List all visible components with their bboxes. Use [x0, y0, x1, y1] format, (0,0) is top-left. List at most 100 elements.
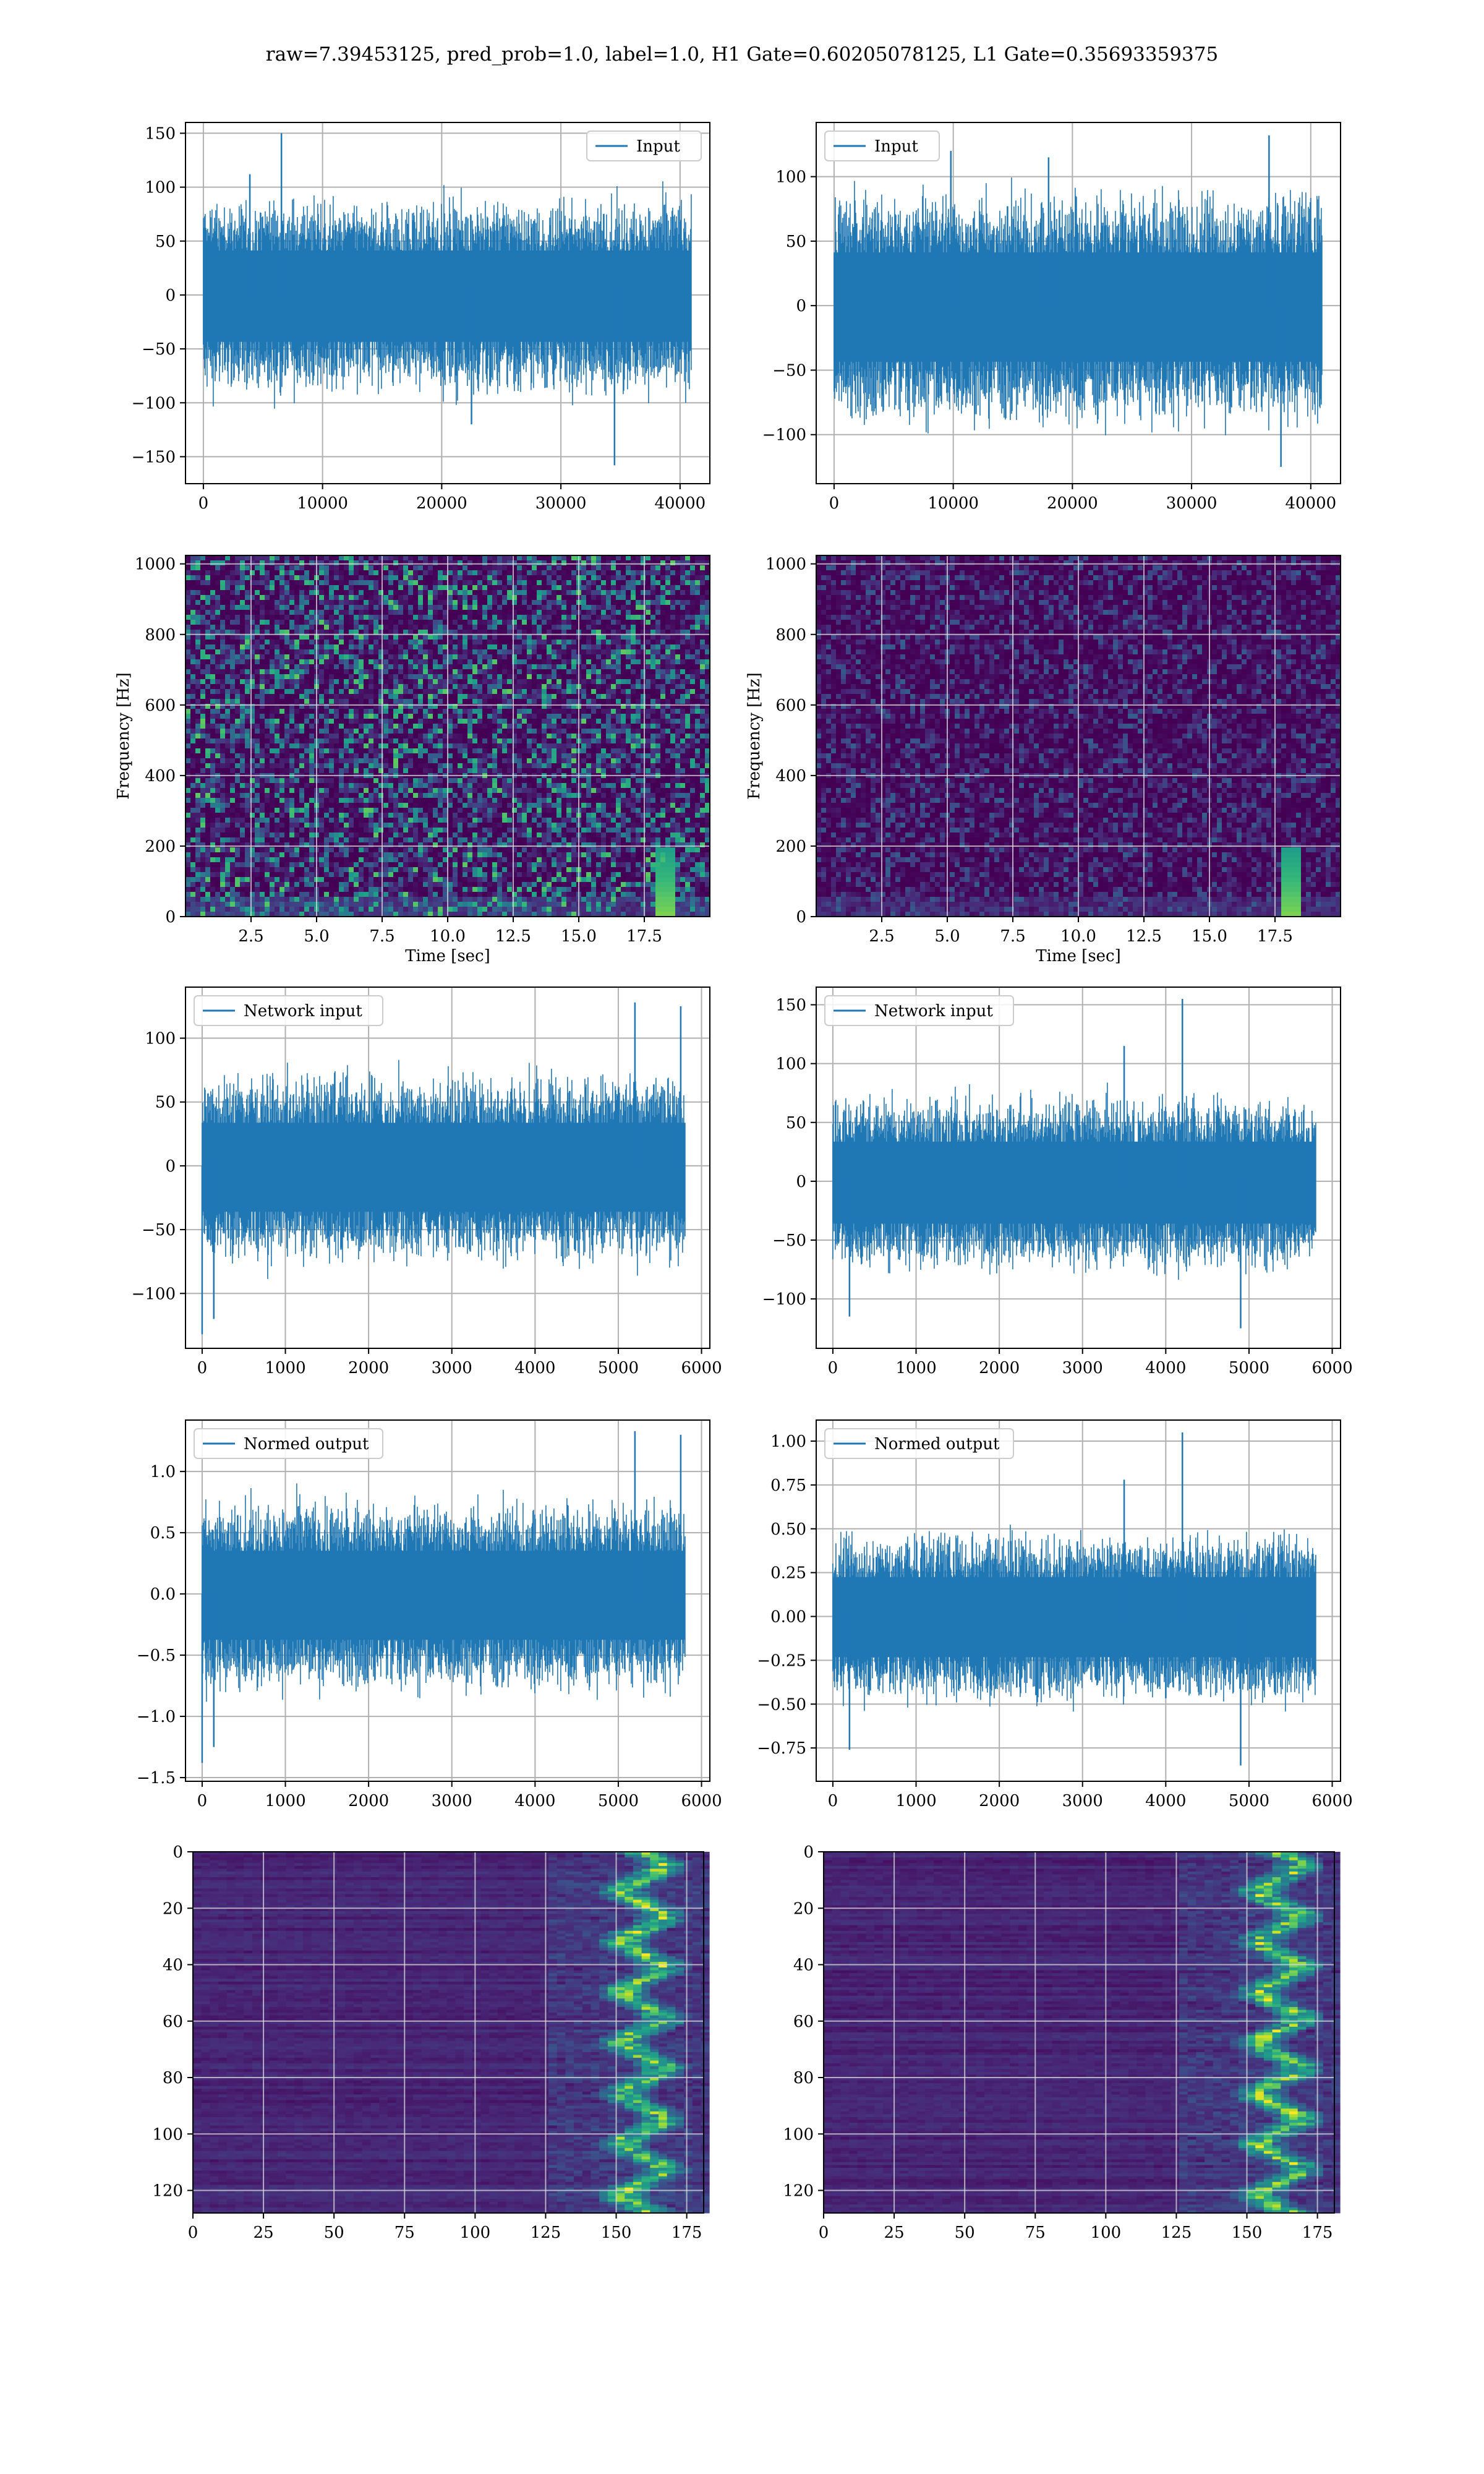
- heatmap-cell: [393, 679, 399, 685]
- heatmap-cell: [235, 699, 241, 704]
- heatmap-cell: [626, 763, 631, 769]
- heatmap-cell: [512, 585, 518, 591]
- heatmap-cell: [304, 570, 310, 576]
- heatmap-cell: [448, 565, 453, 571]
- heatmap-cell: [393, 565, 399, 571]
- heatmap-cell: [225, 590, 231, 596]
- heatmap-cell: [606, 778, 612, 784]
- heatmap-cell: [685, 600, 691, 606]
- heatmap-cell: [512, 615, 518, 620]
- heatmap-cell: [631, 689, 636, 695]
- heatmap-cell: [339, 699, 344, 704]
- heatmap-cell: [324, 743, 330, 749]
- heatmap-cell: [611, 575, 616, 581]
- heatmap-cell: [294, 694, 300, 700]
- heatmap-cell: [324, 689, 330, 695]
- heatmap-cell: [650, 654, 656, 660]
- heatmap-cell: [413, 743, 419, 749]
- heatmap-cell: [334, 654, 339, 660]
- heatmap-cell: [556, 689, 562, 695]
- heatmap-cell: [611, 768, 616, 774]
- heatmap-cell: [378, 644, 384, 650]
- heatmap-cell: [522, 669, 527, 675]
- heatmap-cell: [260, 778, 265, 784]
- heatmap-cell: [616, 748, 621, 754]
- heatmap-cell: [611, 714, 616, 719]
- heatmap-cell: [537, 625, 542, 630]
- heatmap-cell: [250, 699, 255, 704]
- heatmap-cell: [641, 684, 646, 690]
- heatmap-cell: [705, 689, 710, 695]
- heatmap-cell: [344, 689, 349, 695]
- heatmap-cell: [205, 719, 211, 724]
- heatmap-cell: [289, 684, 295, 690]
- heatmap-cell: [655, 560, 661, 566]
- heatmap-cell: [680, 709, 686, 714]
- heatmap-cell: [349, 605, 354, 610]
- heatmap-cell: [250, 620, 255, 625]
- heatmap-cell: [700, 575, 706, 581]
- heatmap-cell: [364, 724, 369, 729]
- heatmap-cell: [354, 679, 359, 685]
- heatmap-cell: [636, 635, 641, 640]
- heatmap-cell: [680, 758, 686, 764]
- heatmap-cell: [463, 570, 468, 576]
- heatmap-cell: [230, 595, 236, 601]
- heatmap-cell: [428, 575, 433, 581]
- heatmap-cell: [646, 719, 651, 724]
- heatmap-cell: [690, 615, 696, 620]
- heatmap-cell: [275, 734, 280, 739]
- heatmap-cell: [275, 729, 280, 734]
- heatmap-cell: [255, 570, 260, 576]
- heatmap-cell: [512, 763, 518, 769]
- heatmap-cell: [547, 630, 552, 635]
- heatmap-cell: [537, 699, 542, 704]
- heatmap-cell: [388, 674, 394, 680]
- heatmap-cell: [482, 560, 488, 566]
- heatmap-cell: [443, 768, 448, 774]
- heatmap-cell: [665, 640, 671, 645]
- heatmap-cell: [418, 724, 424, 729]
- heatmap-cell: [230, 565, 236, 571]
- heatmap-cell: [467, 615, 473, 620]
- heatmap-cell: [398, 674, 404, 680]
- heatmap-cell: [186, 659, 191, 665]
- heatmap-cell: [655, 748, 661, 754]
- heatmap-cell: [200, 738, 206, 744]
- heatmap-cell: [537, 714, 542, 719]
- heatmap-cell: [438, 630, 443, 635]
- heatmap-cell: [423, 694, 429, 700]
- heatmap-cell: [190, 694, 196, 700]
- heatmap-cell: [388, 555, 394, 561]
- heatmap-cell: [294, 748, 300, 754]
- heatmap-cell: [433, 724, 438, 729]
- heatmap-cell: [497, 654, 503, 660]
- heatmap-cell: [294, 753, 300, 759]
- heatmap-cell: [561, 635, 567, 640]
- heatmap-cell: [195, 694, 201, 700]
- heatmap-cell: [670, 674, 676, 680]
- heatmap-cell: [339, 768, 344, 774]
- heatmap-cell: [675, 669, 681, 675]
- heatmap-cell: [240, 743, 245, 749]
- heatmap-cell: [611, 595, 616, 601]
- heatmap-cell: [552, 654, 557, 660]
- heatmap-cell: [477, 763, 483, 769]
- heatmap-cell: [294, 659, 300, 665]
- heatmap-cell: [428, 758, 433, 764]
- heatmap-cell: [581, 565, 587, 571]
- heatmap-cell: [186, 679, 191, 685]
- heatmap-cell: [359, 684, 364, 690]
- heatmap-cell: [339, 684, 344, 690]
- heatmap-cell: [428, 714, 433, 719]
- heatmap-cell: [527, 610, 532, 615]
- heatmap-cell: [324, 659, 330, 665]
- heatmap-cell: [304, 580, 310, 586]
- heatmap-cell: [418, 753, 424, 759]
- heatmap-cell: [260, 714, 265, 719]
- heatmap-cell: [705, 734, 710, 739]
- heatmap-cell: [205, 783, 211, 789]
- heatmap-cell: [487, 570, 493, 576]
- heatmap-cell: [675, 694, 681, 700]
- heatmap-cell: [364, 664, 369, 670]
